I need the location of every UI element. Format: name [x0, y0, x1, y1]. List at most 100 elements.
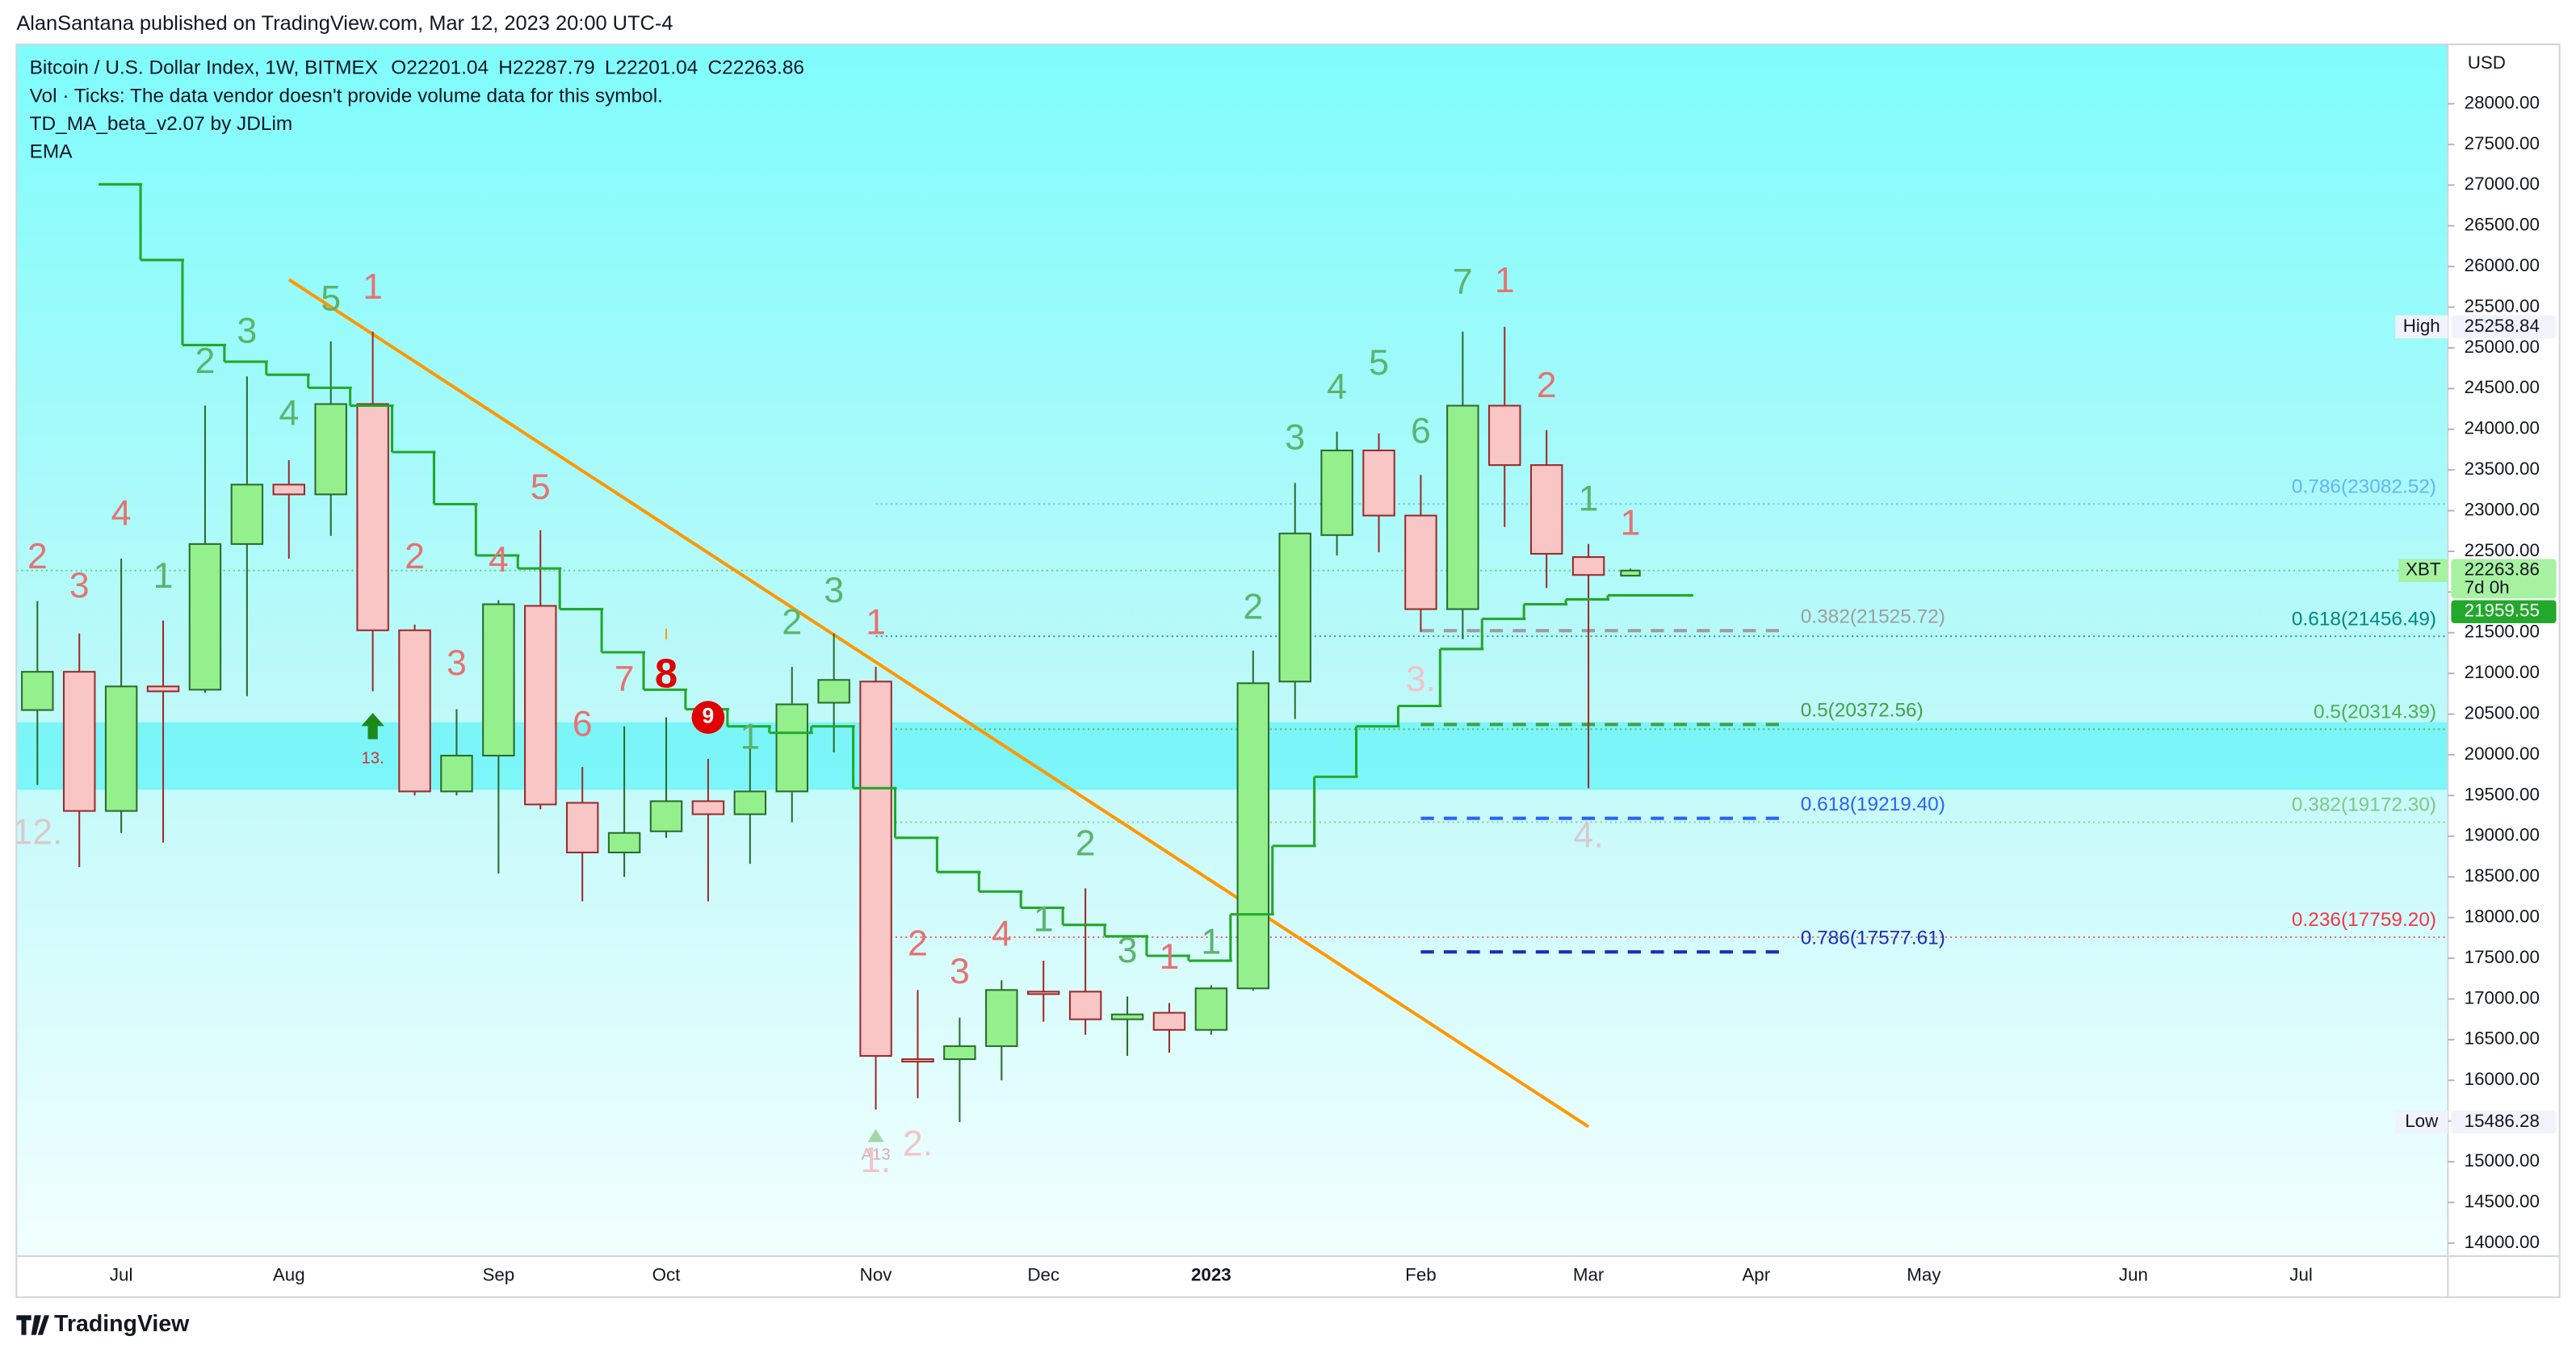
td-label: 1: [1034, 899, 1054, 939]
candle-body: [649, 800, 683, 832]
candle-body: [565, 802, 599, 853]
td-label: 1: [1621, 503, 1641, 543]
y-tick-label: 17000.00: [2465, 987, 2540, 1007]
candle-body: [859, 681, 892, 1058]
td-label: 7: [1453, 262, 1473, 302]
low-tag-box: [2451, 1110, 2557, 1134]
td-label: 3: [69, 565, 90, 605]
last-price-value: 22263.86: [2465, 559, 2540, 580]
td-label: 13.: [361, 749, 384, 767]
y-unit: USD: [2468, 52, 2506, 73]
y-tick-label: 14500.00: [2465, 1191, 2540, 1211]
y-tick-label: 28000.00: [2465, 92, 2540, 112]
td-label: 3: [824, 570, 844, 610]
high-tag-label: High: [2403, 316, 2440, 336]
td-label: 8: [655, 651, 678, 697]
ema-tag-value: 21959.55: [2465, 601, 2540, 621]
y-tick-label: 27000.00: [2465, 174, 2540, 194]
fib-label: 0.786(23082.52): [2292, 475, 2436, 497]
axes: 14000.0014500.0015000.0015500.0016000.00…: [110, 52, 2557, 1284]
candle-body: [943, 1045, 976, 1061]
candle-body: [1236, 682, 1270, 990]
td-label: 5: [531, 467, 551, 507]
td-label: 3: [1118, 930, 1138, 970]
candle-body: [62, 671, 96, 812]
td-label: 5: [1369, 342, 1389, 383]
symbol-tag: XBT: [2406, 559, 2441, 580]
td-label: 4: [111, 492, 132, 533]
x-tick-label: Oct: [652, 1264, 682, 1284]
high-tag-label-box: [2395, 315, 2448, 339]
td-label: 1: [153, 555, 174, 596]
td-label: 1: [1160, 936, 1180, 977]
candle-body: [272, 484, 306, 496]
candle-body: [1110, 1013, 1144, 1020]
candle-body: [1362, 449, 1395, 517]
ohlc-value: 22201.04: [406, 57, 489, 79]
last-price-box: [2451, 559, 2557, 599]
fib-label: 0.382(21525.72): [1801, 605, 1945, 627]
y-tick-label: 22500.00: [2465, 540, 2540, 560]
x-tick-label: Aug: [273, 1264, 305, 1284]
y-tick-label: 20500.00: [2465, 703, 2540, 723]
fib-label: 0.618(21456.49): [2292, 608, 2436, 630]
x-tick-label: May: [1907, 1264, 1941, 1284]
y-tick-label: 21500.00: [2465, 622, 2540, 642]
x-tick-label: Apr: [1742, 1264, 1770, 1284]
legend-symbol: Bitcoin / U.S. Dollar Index, 1W, BITMEX O…: [30, 57, 804, 79]
ohlc-label: H: [498, 57, 513, 79]
candle-body: [901, 1058, 934, 1063]
symbol-title: Bitcoin / U.S. Dollar Index, 1W, BITMEX: [30, 57, 378, 79]
candle-body: [440, 754, 473, 793]
candle-body: [314, 403, 347, 496]
td-label: I: [664, 626, 669, 644]
td-label: 7: [615, 659, 635, 699]
td-label: 1: [866, 602, 886, 643]
symbol-tag-box: [2398, 559, 2448, 583]
candle-body: [104, 685, 138, 812]
candle-body: [1488, 404, 1521, 467]
y-tick-label: 20000.00: [2465, 744, 2540, 764]
candle-body: [775, 703, 808, 793]
candle-body: [1320, 449, 1353, 536]
time-axis: [16, 1255, 2560, 1297]
y-tick-label: 18500.00: [2465, 865, 2540, 886]
td-label: 2: [1243, 586, 1263, 626]
candle-body: [985, 989, 1018, 1047]
td-label: A13: [861, 1146, 890, 1163]
candle-body: [1571, 556, 1605, 576]
td-label: 1: [1495, 260, 1515, 300]
td-label: 4: [992, 914, 1012, 954]
fib-label: 0.618(19219.40): [1801, 794, 1945, 815]
last-price-countdown: 7d 0h: [2465, 577, 2510, 597]
plot-background: [16, 44, 2448, 1256]
td-label: 3: [1285, 417, 1305, 458]
y-tick-label: 14000.00: [2465, 1232, 2540, 1252]
td-label: 1: [363, 266, 383, 307]
td-label: 2: [27, 536, 48, 576]
td-label: 2: [405, 536, 425, 576]
y-tick-label: 23000.00: [2465, 499, 2540, 519]
td-label: 4.: [1573, 815, 1603, 856]
td-label: 3.: [1406, 659, 1436, 699]
legend: Bitcoin / U.S. Dollar Index, 1W, BITMEX O…: [30, 57, 804, 163]
candle-body: [482, 603, 515, 757]
td-label: 2: [195, 341, 216, 381]
high-tag-box: [2451, 315, 2557, 339]
fib-label: 0.786(17577.61): [1801, 927, 1945, 949]
signal-triangle: [867, 1129, 884, 1142]
x-tick-label: Sep: [482, 1264, 514, 1284]
y-tick-label: 16500.00: [2465, 1028, 2540, 1049]
x-tick-label: Jul: [2289, 1264, 2313, 1284]
fib-label: 0.236(17759.20): [2292, 909, 2436, 931]
y-tick-label: 15000.00: [2465, 1150, 2540, 1171]
candle-body: [146, 685, 180, 693]
td-label: 6: [573, 704, 593, 744]
td-label: 1.: [861, 1140, 891, 1180]
y-tick-label: 17500.00: [2465, 947, 2540, 967]
y-tick-label: 26000.00: [2465, 255, 2540, 275]
low-tag-value: 15486.28: [2465, 1111, 2540, 1131]
candle-body: [733, 790, 767, 815]
high-tag-value: 25258.84: [2465, 316, 2540, 336]
